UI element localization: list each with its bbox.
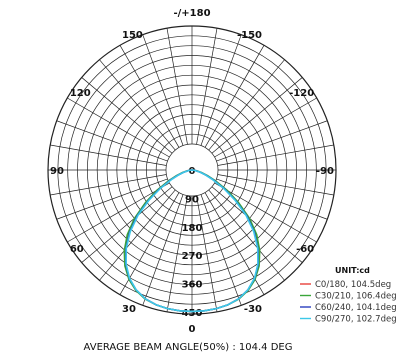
- grid-spoke: [81, 77, 173, 154]
- grid-spoke: [67, 97, 170, 158]
- grid-spoke: [200, 194, 242, 306]
- grid-spoke: [56, 120, 168, 162]
- grid-spoke: [67, 182, 170, 243]
- legend-entry-0: C0/180, 104.5deg: [315, 280, 391, 290]
- legend-entry-1: C30/210, 106.4deg: [315, 292, 397, 302]
- angle-label-120: 120: [70, 88, 91, 99]
- angle-label-m90: -90: [316, 166, 334, 177]
- grid-spoke: [81, 186, 173, 263]
- ring-label-360: 360: [182, 280, 203, 291]
- grid-spoke: [217, 144, 334, 166]
- ring-label-270: 270: [182, 251, 203, 262]
- angle-label-60: 60: [70, 244, 84, 255]
- angle-label-m60: -60: [296, 244, 314, 255]
- angle-labels: -/+180 150 120 90 60 30 0 -30 -60 -90 -120 -150: [50, 8, 334, 335]
- beam-angle-footer: AVERAGE BEAM ANGLE(50%) : 104.4 DEG: [84, 342, 293, 353]
- grid-spoke: [99, 59, 176, 151]
- grid-spoke: [99, 189, 176, 281]
- grid-spoke: [166, 195, 188, 312]
- grid-spoke: [217, 174, 334, 196]
- grid-spoke: [216, 178, 328, 220]
- grid-spoke: [214, 182, 317, 243]
- grid-spoke: [142, 194, 184, 306]
- grid-spoke: [50, 144, 167, 166]
- grid-spoke: [119, 45, 180, 148]
- polar-grid: [47, 25, 337, 315]
- angle-label-m150: -150: [237, 30, 262, 41]
- grid-spoke: [200, 34, 242, 146]
- angle-label-30: 30: [122, 304, 136, 315]
- ring-label-180: 180: [182, 223, 203, 234]
- grid-spoke: [216, 120, 328, 162]
- legend: C0/180, 104.5deg C30/210, 106.4degC60/240…: [300, 280, 397, 325]
- grid-spoke: [142, 34, 184, 146]
- angle-label-0: 0: [189, 324, 196, 335]
- legend-entry-2: C60/240, 104.1deg: [315, 303, 397, 313]
- grid-spoke: [214, 97, 317, 158]
- angle-label-150: 150: [122, 30, 143, 41]
- angle-label-m120: -120: [289, 88, 314, 99]
- angle-label-90: 90: [50, 166, 64, 177]
- grid-spoke: [50, 174, 167, 196]
- grid-spoke: [56, 178, 168, 220]
- angle-label-m30: -30: [244, 304, 262, 315]
- angle-label-mp180: -/+180: [173, 8, 210, 19]
- grid-spoke: [196, 195, 218, 312]
- ring-label-0: 0: [189, 166, 196, 177]
- ring-label-90: 90: [185, 194, 199, 205]
- grid-spoke: [166, 28, 188, 145]
- unit-label: UNIT:cd: [335, 266, 370, 275]
- ring-label-450: 450: [182, 308, 203, 319]
- grid-spoke: [211, 186, 303, 263]
- grid-spoke: [208, 189, 285, 281]
- legend-entry-3: C90/270, 102.7deg: [315, 315, 397, 325]
- grid-spoke: [208, 59, 285, 151]
- grid-spoke: [196, 28, 218, 145]
- series-curves: [123, 169, 261, 313]
- ring-labels: 0 90 180 270 360 450: [182, 166, 203, 319]
- grid-spoke: [211, 77, 303, 154]
- series-line-3: [125, 169, 259, 313]
- grid-spoke: [204, 45, 265, 148]
